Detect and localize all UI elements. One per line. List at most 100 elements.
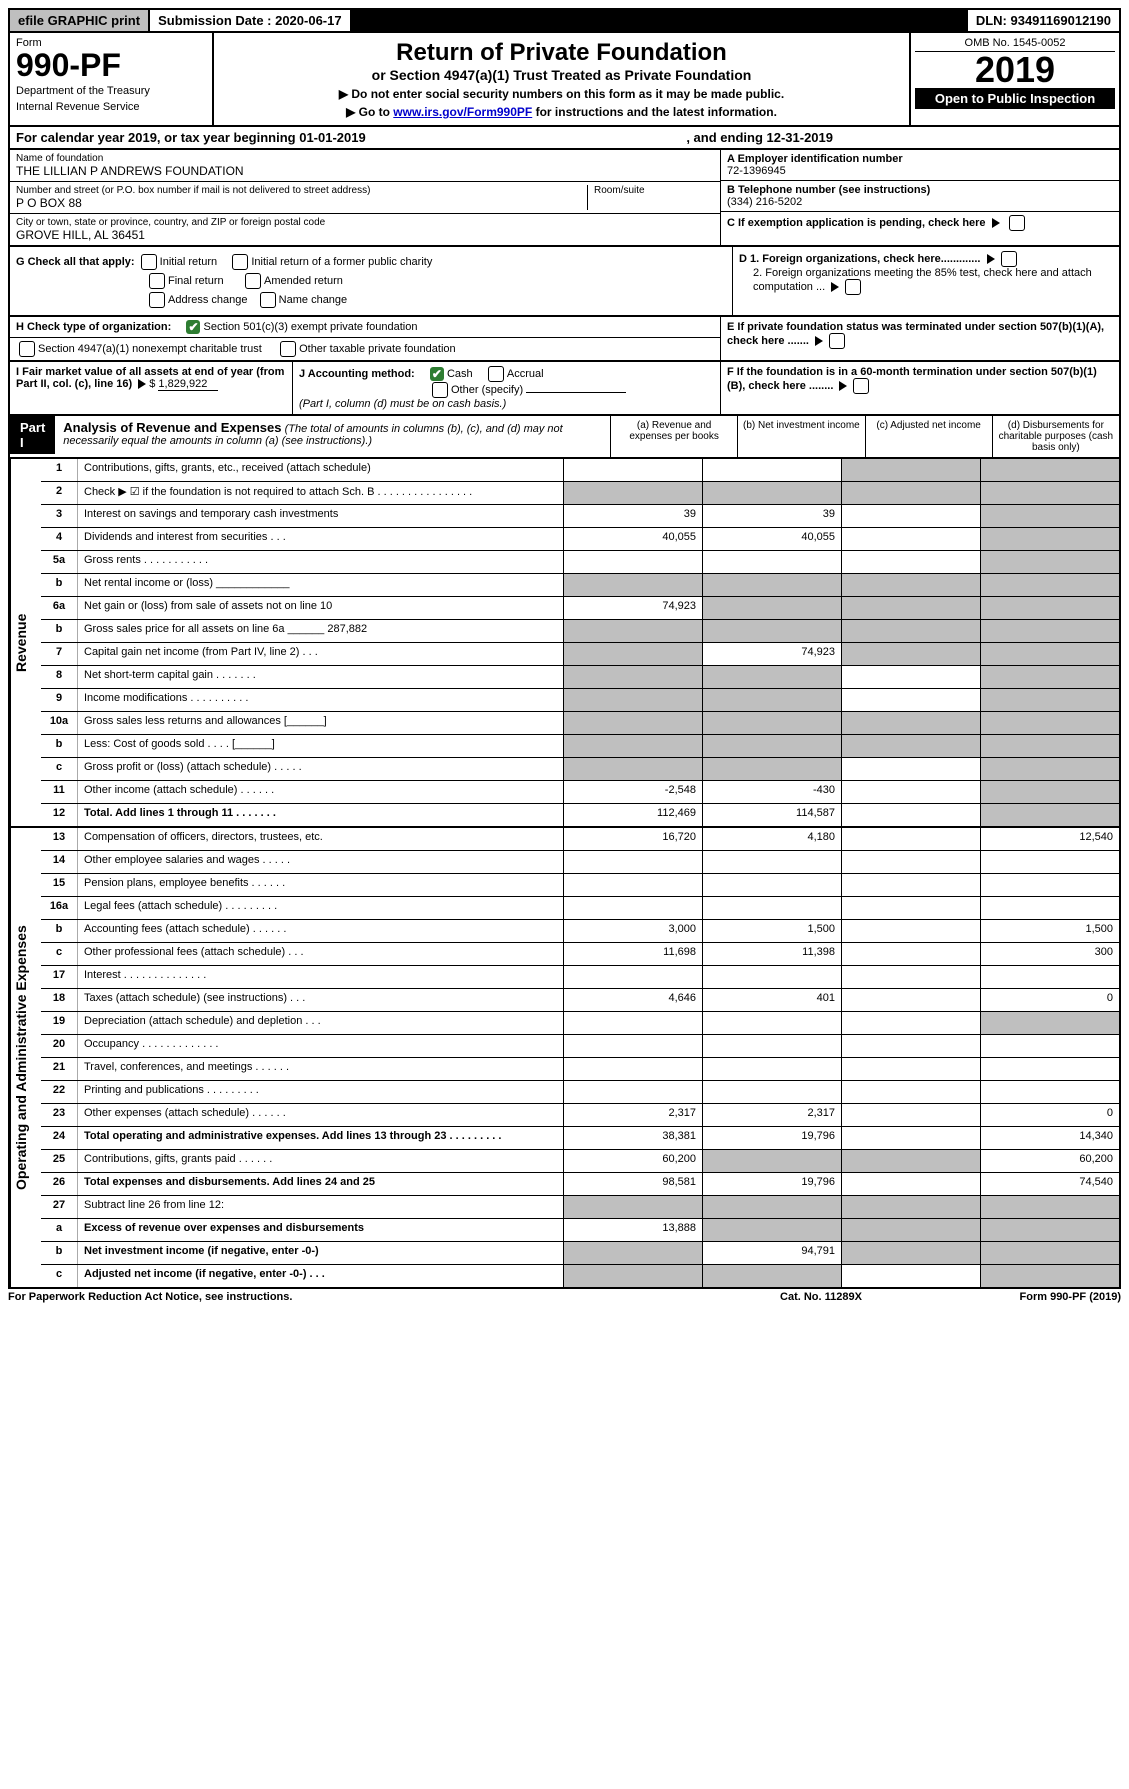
cell-col-c (841, 459, 980, 481)
cell-col-d (980, 712, 1119, 734)
col-c-header: (c) Adjusted net income (866, 416, 993, 457)
table-row: bAccounting fees (attach schedule) . . .… (41, 920, 1119, 943)
cell-col-b (702, 1219, 841, 1241)
revenue-side-label: Revenue (10, 459, 41, 826)
table-row: 12Total. Add lines 1 through 11 . . . . … (41, 804, 1119, 826)
line-number: c (41, 1265, 78, 1287)
g-opt-1: Initial return of a former public charit… (251, 256, 432, 268)
i-block: I Fair market value of all assets at end… (10, 362, 293, 414)
table-row: bGross sales price for all assets on lin… (41, 620, 1119, 643)
phone-cell: B Telephone number (see instructions) (3… (721, 181, 1119, 212)
cell-col-b (702, 735, 841, 757)
cell-col-d (980, 874, 1119, 896)
g-name-checkbox[interactable] (260, 292, 276, 308)
j-cash-checkbox[interactable]: ✔ (430, 367, 444, 381)
cell-col-d (980, 689, 1119, 711)
j-other-input[interactable] (526, 392, 626, 393)
irs-link[interactable]: www.irs.gov/Form990PF (393, 105, 532, 119)
j-other: Other (specify) (451, 384, 523, 396)
cell-col-b (702, 597, 841, 619)
cell-col-d (980, 1196, 1119, 1218)
g-opt-4: Address change (168, 294, 248, 306)
f-checkbox[interactable] (853, 378, 869, 394)
arrow-icon (831, 282, 839, 292)
cell-col-b: 19,796 (702, 1127, 841, 1149)
cell-col-b (702, 874, 841, 896)
g-address-checkbox[interactable] (149, 292, 165, 308)
line-number: 4 (41, 528, 78, 550)
cell-col-b (702, 712, 841, 734)
cell-col-c (841, 1127, 980, 1149)
cell-col-a: -2,548 (563, 781, 702, 803)
line-description: Accounting fees (attach schedule) . . . … (78, 920, 563, 942)
footer-form: Form 990-PF (2019) (921, 1291, 1121, 1303)
h3-text: Other taxable private foundation (299, 343, 456, 355)
j-accrual-checkbox[interactable] (488, 366, 504, 382)
line-number: 17 (41, 966, 78, 988)
cell-col-b: 74,923 (702, 643, 841, 665)
cell-col-c (841, 1242, 980, 1264)
cell-col-b: 4,180 (702, 828, 841, 850)
table-row: 11Other income (attach schedule) . . . .… (41, 781, 1119, 804)
g-final-checkbox[interactable] (149, 273, 165, 289)
j-other-checkbox[interactable] (432, 382, 448, 398)
cell-col-d (980, 851, 1119, 873)
line-description: Contributions, gifts, grants, etc., rece… (78, 459, 563, 481)
cell-col-b (702, 1012, 841, 1034)
line-description: Printing and publications . . . . . . . … (78, 1081, 563, 1103)
line-number: b (41, 574, 78, 596)
line-description: Other professional fees (attach schedule… (78, 943, 563, 965)
g-initial-former-checkbox[interactable] (232, 254, 248, 270)
line-description: Total. Add lines 1 through 11 . . . . . … (78, 804, 563, 826)
d1-checkbox[interactable] (1001, 251, 1017, 267)
g-initial-checkbox[interactable] (141, 254, 157, 270)
g-amended-checkbox[interactable] (245, 273, 261, 289)
form-number: 990-PF (16, 49, 206, 81)
d2-checkbox[interactable] (845, 279, 861, 295)
address-row: Number and street (or P.O. box number if… (10, 182, 720, 214)
table-row: 10aGross sales less returns and allowanc… (41, 712, 1119, 735)
table-row: bLess: Cost of goods sold . . . . [_____… (41, 735, 1119, 758)
table-row: 15Pension plans, employee benefits . . .… (41, 874, 1119, 897)
line-number: 19 (41, 1012, 78, 1034)
city-label: City or town, state or province, country… (16, 217, 714, 228)
line-number: b (41, 735, 78, 757)
cell-col-c (841, 551, 980, 573)
name-label: Name of foundation (16, 153, 714, 164)
cell-col-b (702, 1081, 841, 1103)
cell-col-c (841, 712, 980, 734)
efile-button[interactable]: efile GRAPHIC print (10, 10, 150, 31)
cell-col-b: 19,796 (702, 1173, 841, 1195)
cell-col-b (702, 551, 841, 573)
cell-col-b: 40,055 (702, 528, 841, 550)
table-row: 21Travel, conferences, and meetings . . … (41, 1058, 1119, 1081)
cell-col-b (702, 897, 841, 919)
i-value: 1,829,922 (158, 378, 218, 391)
h2-checkbox[interactable] (19, 341, 35, 357)
cell-col-c (841, 851, 980, 873)
h3-checkbox[interactable] (280, 341, 296, 357)
h1-checkbox[interactable]: ✔ (186, 320, 200, 334)
cell-col-d: 12,540 (980, 828, 1119, 850)
cell-col-d: 0 (980, 1104, 1119, 1126)
cell-col-b (702, 1035, 841, 1057)
line-number: 8 (41, 666, 78, 688)
c-checkbox[interactable] (1009, 215, 1025, 231)
cell-col-b (702, 482, 841, 504)
cell-col-d (980, 1081, 1119, 1103)
cell-col-c (841, 597, 980, 619)
cell-col-c (841, 1104, 980, 1126)
cell-col-a (563, 551, 702, 573)
e-checkbox[interactable] (829, 333, 845, 349)
line-description: Travel, conferences, and meetings . . . … (78, 1058, 563, 1080)
instruction-1: ▶ Do not enter social security numbers o… (224, 87, 899, 101)
arrow-icon (138, 379, 146, 389)
line-description: Legal fees (attach schedule) . . . . . .… (78, 897, 563, 919)
cell-col-b: -430 (702, 781, 841, 803)
f-check: F If the foundation is in a 60-month ter… (721, 362, 1119, 414)
line-description: Gross profit or (loss) (attach schedule)… (78, 758, 563, 780)
line-description: Capital gain net income (from Part IV, l… (78, 643, 563, 665)
room-label: Room/suite (594, 185, 714, 196)
cell-col-a: 60,200 (563, 1150, 702, 1172)
line-number: 18 (41, 989, 78, 1011)
